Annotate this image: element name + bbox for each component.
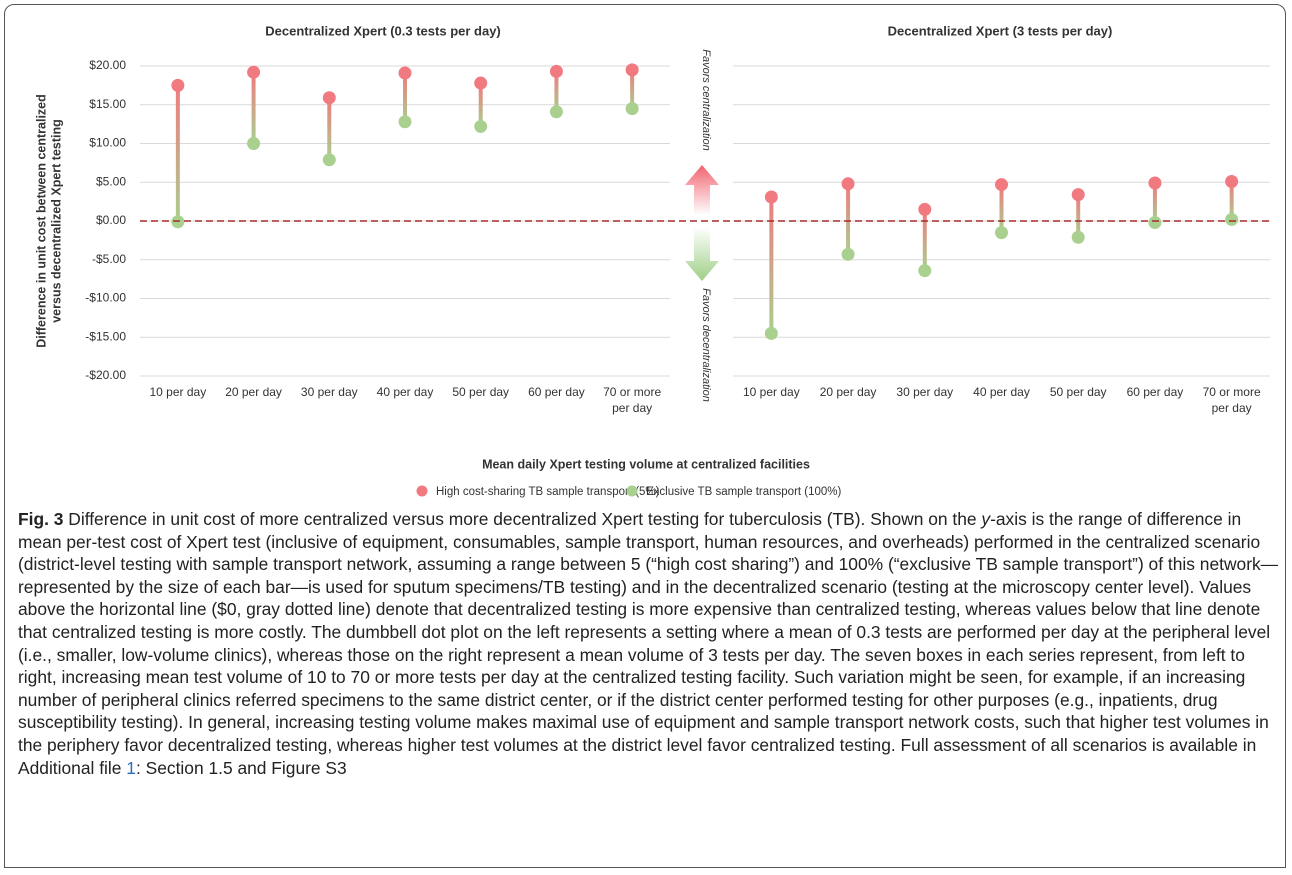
figure-frame xyxy=(4,4,1286,868)
legend-swatch xyxy=(626,485,638,497)
dumbbell-stem xyxy=(327,97,332,160)
x-axis-label: Mean daily Xpert testing volume at centr… xyxy=(482,457,810,471)
caption-label: Fig. 3 xyxy=(18,509,64,529)
dumbbell-stem xyxy=(999,184,1004,233)
x-tick-label: 20 per day xyxy=(225,385,282,399)
dot-low xyxy=(1148,216,1162,230)
dot-low xyxy=(625,102,639,116)
dot-high xyxy=(625,63,639,77)
caption-text: Difference in unit cost of more centrali… xyxy=(68,509,982,529)
dot-high xyxy=(764,190,778,204)
dot-low xyxy=(995,226,1008,240)
x-tick-label: 70 or more per day xyxy=(603,385,661,415)
x-tick-label: 60 per day xyxy=(1127,385,1184,399)
y-tick-label: $10.00 xyxy=(89,136,126,150)
dot-low xyxy=(841,247,855,261)
dumbbell-stem xyxy=(478,83,483,127)
x-tick-label: 10 per day xyxy=(149,385,206,399)
x-tick-label: 60 per day xyxy=(528,385,585,399)
y-tick-label: -$15.00 xyxy=(85,329,126,343)
y-tick-label: -$10.00 xyxy=(85,291,126,305)
y-tick-label: $20.00 xyxy=(89,58,126,72)
dot-low xyxy=(474,119,488,133)
y-tick-label: $0.00 xyxy=(96,213,126,227)
legend-label: High cost-sharing TB sample transport (5… xyxy=(436,486,660,498)
dot-high xyxy=(995,178,1008,192)
dot-high xyxy=(918,202,932,216)
dot-low xyxy=(549,105,563,119)
annotation: Favors centralization xyxy=(700,49,712,151)
chart-title: Decentralized Xpert (3 tests per day) xyxy=(888,23,1113,38)
y-tick-label: $15.00 xyxy=(89,97,126,111)
dot-high xyxy=(549,64,563,78)
dot-high xyxy=(1071,188,1085,202)
dumbbell-stem xyxy=(1076,194,1081,238)
chart: Difference in unit cost between centrali… xyxy=(34,23,1270,498)
caption: Fig. 3 Difference in unit cost of more c… xyxy=(18,508,1280,779)
dot-low xyxy=(171,215,185,229)
y-axis-label: Difference in unit cost between centrali… xyxy=(34,94,48,348)
y-tick-label: -$20.00 xyxy=(85,368,126,382)
dumbbell-stem xyxy=(175,85,180,222)
dumbbell-stem xyxy=(554,71,559,112)
x-tick-label: 20 per day xyxy=(820,385,877,399)
x-tick-label: 30 per day xyxy=(896,385,953,399)
dot-high xyxy=(322,91,336,105)
arrow-down xyxy=(685,227,719,281)
y-axis-label: versus decentralized Xpert testing xyxy=(49,119,63,323)
dumbbell-stem xyxy=(922,209,927,271)
dot-high xyxy=(474,76,488,90)
annotation: Favors decentralization xyxy=(700,288,712,402)
dot-high xyxy=(398,66,412,80)
dot-low xyxy=(1225,212,1239,226)
chart-title: Decentralized Xpert (0.3 tests per day) xyxy=(265,23,501,38)
x-tick-label: 40 per day xyxy=(377,385,434,399)
dot-low xyxy=(764,326,778,340)
dot-low xyxy=(398,115,412,129)
dot-high xyxy=(171,78,185,92)
dumbbell-stem xyxy=(1152,183,1157,223)
dumbbell-stem xyxy=(769,196,774,334)
caption-text: : Section 1.5 and Figure S3 xyxy=(135,757,347,778)
dot-high xyxy=(1225,174,1239,188)
legend-label: Exclusive TB sample transport (100%) xyxy=(646,486,842,498)
x-tick-label: 30 per day xyxy=(301,385,358,399)
legend-swatch xyxy=(416,485,428,497)
dot-high xyxy=(1148,176,1162,190)
caption-link[interactable]: 1 xyxy=(126,757,136,778)
dot-high xyxy=(247,65,261,79)
dot-low xyxy=(247,137,261,150)
dumbbell-stem xyxy=(251,72,256,144)
arrow-up xyxy=(685,165,719,215)
caption-italic: y xyxy=(981,509,991,529)
dot-low xyxy=(322,153,336,167)
dot-low xyxy=(918,264,932,278)
x-tick-label: 70 or more per day xyxy=(1203,385,1261,415)
dumbbell-stem xyxy=(403,72,407,122)
dot-low xyxy=(1071,230,1085,244)
y-tick-label: -$5.00 xyxy=(92,252,126,266)
dumbbell-stem xyxy=(846,183,851,255)
x-tick-label: 50 per day xyxy=(452,385,509,399)
caption-text: -axis is the range of difference in mean… xyxy=(18,509,1279,778)
y-tick-label: $5.00 xyxy=(96,174,126,188)
dumbbell-stem xyxy=(1229,181,1234,220)
x-tick-label: 40 per day xyxy=(973,385,1030,399)
dot-high xyxy=(841,177,855,191)
x-tick-label: 50 per day xyxy=(1050,385,1107,399)
dumbbell-stem xyxy=(630,69,635,109)
x-tick-label: 10 per day xyxy=(743,385,800,399)
